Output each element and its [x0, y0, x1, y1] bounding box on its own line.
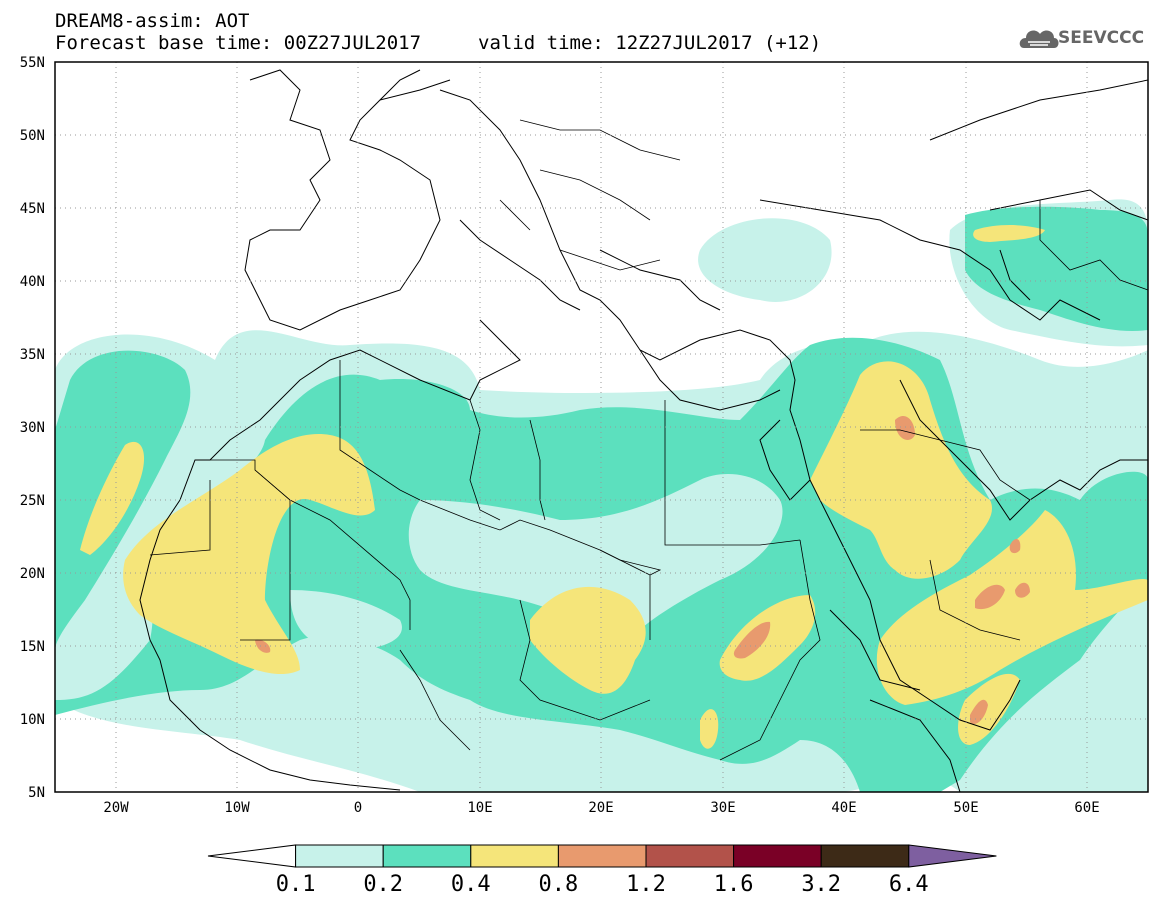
colorbar-segment: [908, 844, 997, 868]
lat-label: 5N: [28, 785, 45, 801]
map-frame: [54, 61, 1149, 793]
lat-label: 55N: [20, 55, 45, 71]
lat-label: 10N: [20, 712, 45, 728]
forecast-base-time: Forecast base time: 00Z27JUL2017: [55, 32, 422, 54]
lon-label: 10E: [467, 800, 492, 816]
lat-label: 35N: [20, 347, 45, 363]
lon-label: 20E: [588, 800, 613, 816]
lon-label: 30E: [710, 800, 735, 816]
colorbar-label: 1.6: [713, 872, 754, 897]
colorbar-label: 0.2: [363, 872, 404, 897]
colorbar-label: 0.1: [275, 872, 316, 897]
colorbar-segment: [470, 844, 559, 868]
coastlines: [139, 69, 1148, 792]
colorbar-segment: [207, 844, 297, 868]
aot-level-0-4: [80, 225, 1148, 749]
lon-label: 50E: [953, 800, 978, 816]
lat-label: 15N: [20, 639, 45, 655]
lat-label: 45N: [20, 201, 45, 217]
lat-label: 50N: [20, 128, 45, 144]
colorbar-segment: [645, 844, 735, 868]
colorbar-segment: [557, 844, 647, 868]
colorbar: [207, 844, 997, 868]
colorbar-segment: [820, 844, 910, 868]
cloud-logo-icon: [1019, 30, 1059, 48]
colorbar-label: 3.2: [801, 872, 842, 897]
colorbar-segment: [295, 844, 384, 868]
lat-label: 20N: [20, 566, 45, 582]
lat-label: 40N: [20, 274, 45, 290]
colorbar-label: 1.2: [626, 872, 666, 897]
colorbar-segment: [733, 844, 822, 868]
colorbar-label: 0.4: [450, 872, 491, 897]
longitude-labels: 20W 10W 0 10E 20E 30E 40E 50E 60E: [103, 800, 1099, 816]
lat-label: 30N: [20, 420, 45, 436]
valid-time: valid time: 12Z27JUL2017 (+12): [478, 32, 822, 54]
lon-label: 0: [354, 800, 362, 816]
lat-label: 25N: [20, 493, 45, 509]
logo-text: SEEVCCC: [1058, 28, 1145, 48]
colorbar-segment: [382, 844, 472, 868]
lon-label: 40E: [831, 800, 856, 816]
lon-label: 20W: [103, 800, 129, 816]
latitude-labels: 55N 50N 45N 40N 35N 30N 25N 20N 15N 10N …: [20, 55, 45, 801]
lon-label: 60E: [1074, 800, 1099, 816]
colorbar-label: 0.8: [538, 872, 579, 897]
colorbar-label: 6.4: [888, 872, 929, 897]
chart-title: DREAM8-assim: AOT: [55, 10, 250, 32]
gridlines: [55, 62, 1148, 792]
lon-label: 10W: [224, 800, 250, 816]
aot-level-0-8: [255, 415, 1030, 725]
country-borders: [149, 119, 1148, 761]
